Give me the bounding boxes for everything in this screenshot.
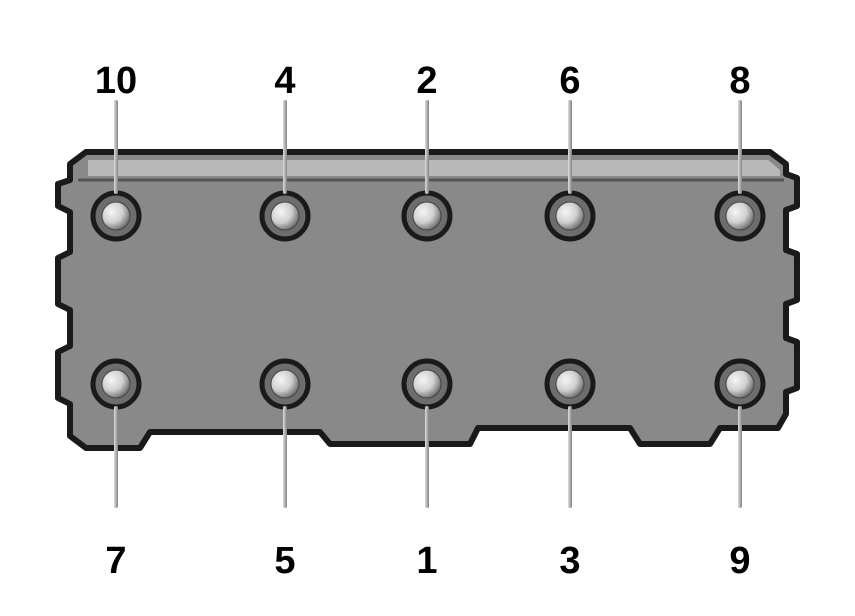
bolt	[262, 193, 308, 239]
leader-line-top	[568, 100, 572, 194]
bolt	[547, 361, 593, 407]
bolt	[717, 193, 763, 239]
leader-line-bottom	[568, 406, 572, 508]
bolt-label-bottom: 7	[105, 540, 126, 583]
leader-line-bottom	[283, 406, 287, 508]
bolt	[404, 193, 450, 239]
bolt	[93, 193, 139, 239]
bolt	[93, 361, 139, 407]
bolt	[404, 361, 450, 407]
leader-line-top	[114, 100, 118, 194]
bolt-label-top: 4	[274, 60, 295, 103]
bolt-label-bottom: 1	[416, 540, 437, 583]
bolt	[547, 193, 593, 239]
bolt	[262, 361, 308, 407]
bolt	[717, 361, 763, 407]
leader-line-top	[738, 100, 742, 194]
leader-line-bottom	[425, 406, 429, 508]
bolt-label-bottom: 3	[559, 540, 580, 583]
bolt-label-top: 6	[559, 60, 580, 103]
block-top-highlight	[88, 160, 780, 176]
bolt-label-top: 10	[95, 60, 137, 103]
leader-line-top	[425, 100, 429, 194]
leader-line-bottom	[114, 406, 118, 508]
leader-line-top	[283, 100, 287, 194]
bolt-label-bottom: 9	[729, 540, 750, 583]
bolt-label-top: 2	[416, 60, 437, 103]
leader-line-bottom	[738, 406, 742, 508]
bolt-label-top: 8	[729, 60, 750, 103]
bolt-label-bottom: 5	[274, 540, 295, 583]
diagram-canvas: 10 4 2 6 8 7 5 1 3 9	[0, 0, 855, 611]
